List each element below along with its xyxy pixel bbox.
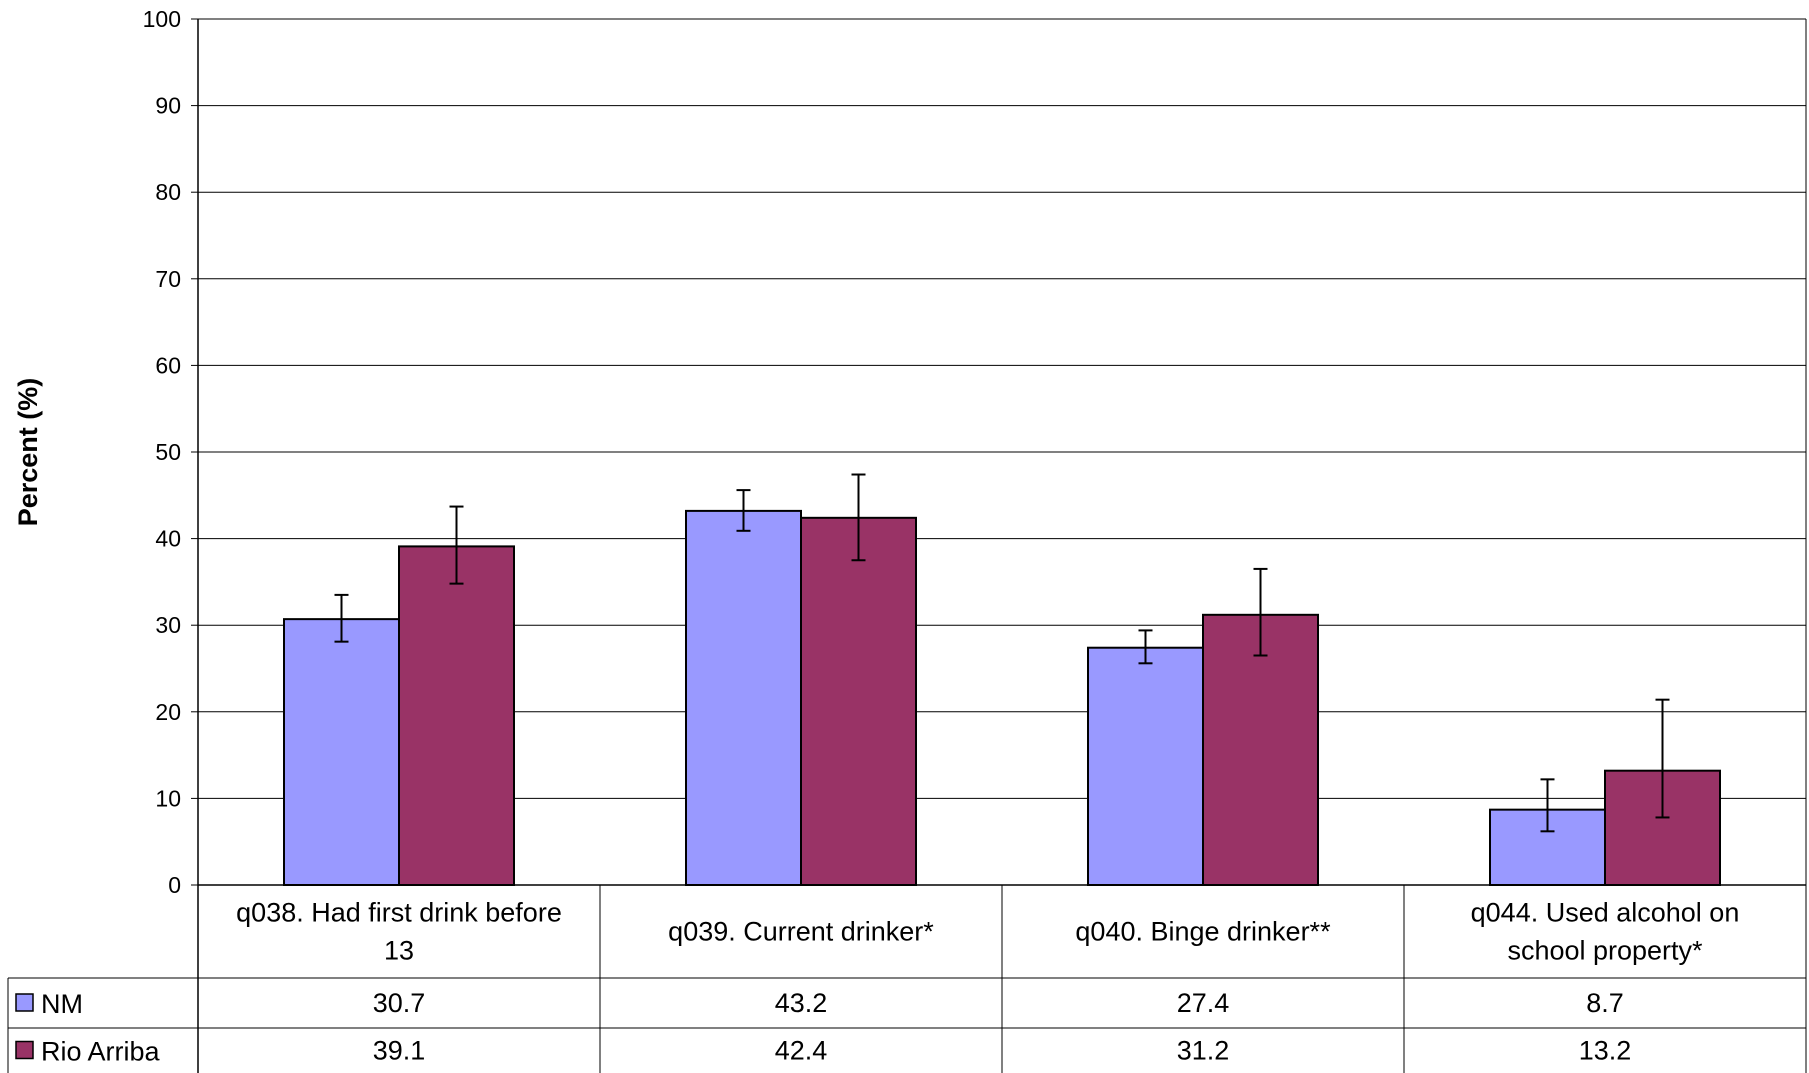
y-tick-label: 50 xyxy=(155,439,181,465)
data-label: 39.1 xyxy=(373,1036,426,1066)
y-tick-label: 20 xyxy=(155,699,181,725)
y-tick-label: 60 xyxy=(155,352,181,378)
bar-nm xyxy=(685,509,802,886)
y-tick-label: 90 xyxy=(155,93,181,119)
data-label: 42.4 xyxy=(775,1036,828,1066)
data-table: q038. Had first drink before 13 q039. Curr… xyxy=(7,885,1807,1073)
legend-swatch xyxy=(15,993,34,1012)
data-label: 27.4 xyxy=(1177,988,1230,1018)
error-bars xyxy=(334,473,1670,833)
bars xyxy=(283,509,1721,887)
legend-swatch xyxy=(15,1040,34,1060)
data-label: 43.2 xyxy=(775,988,828,1018)
category-label: q039. Current drinker* xyxy=(668,917,934,947)
category-label: q038. Had first drink before xyxy=(236,898,562,928)
y-tick-label: 30 xyxy=(155,612,181,638)
bar-nm xyxy=(283,618,400,886)
category-label: q040. Binge drinker** xyxy=(1075,917,1331,947)
bar-nm xyxy=(1087,646,1204,886)
axes xyxy=(197,18,1807,1073)
category-label: q044. Used alcohol on xyxy=(1471,898,1740,928)
bar-rio-arriba xyxy=(398,545,515,886)
bar-rio-arriba xyxy=(800,516,917,886)
y-axis-ticks: 0 10 20 30 40 50 60 70 80 90 100 xyxy=(143,6,198,898)
y-axis-label: Percent (%) xyxy=(13,378,43,527)
data-label: 13.2 xyxy=(1579,1036,1632,1066)
y-tick-label: 0 xyxy=(168,872,181,898)
y-tick-label: 10 xyxy=(155,785,181,811)
data-label: 8.7 xyxy=(1586,988,1624,1018)
category-label: school property* xyxy=(1507,936,1703,966)
legend-label: Rio Arriba xyxy=(41,1037,161,1067)
data-label: 31.2 xyxy=(1177,1036,1230,1066)
y-tick-label: 40 xyxy=(155,526,181,552)
legend-label: NM xyxy=(41,989,83,1019)
data-label: 30.7 xyxy=(373,988,426,1018)
y-tick-label: 70 xyxy=(155,266,181,292)
y-tick-label: 80 xyxy=(155,179,181,205)
category-label: 13 xyxy=(384,936,414,966)
y-tick-label: 100 xyxy=(143,6,181,32)
